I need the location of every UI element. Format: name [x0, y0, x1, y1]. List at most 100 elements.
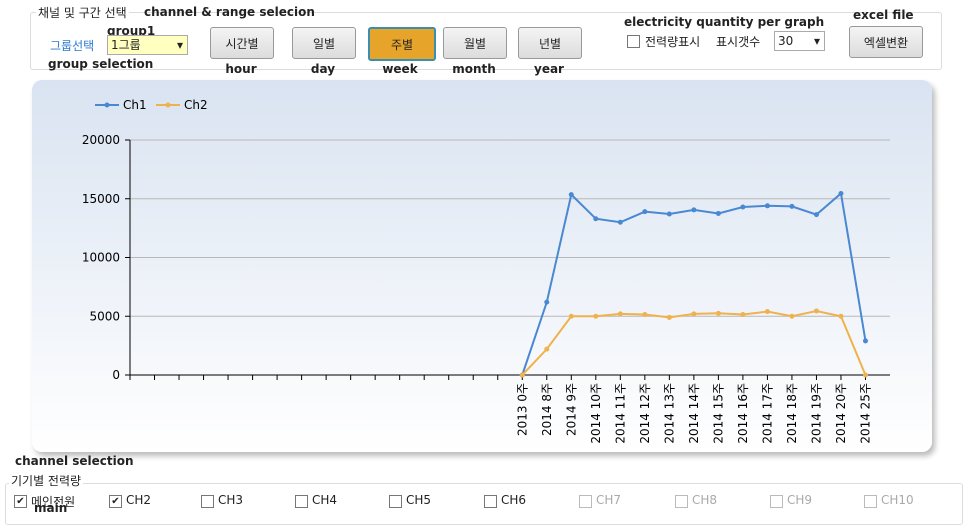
legend-label: Ch2: [184, 98, 208, 112]
checkbox-label: CH3: [218, 493, 244, 507]
point: [838, 190, 844, 196]
note: group selection: [48, 57, 154, 71]
checkbox-label: CH9: [787, 493, 813, 507]
x-tick-label: 2014 16주: [736, 383, 750, 444]
point: [617, 311, 623, 317]
point: [764, 203, 770, 209]
x-tick-label: 2013 0주: [515, 383, 529, 436]
x-tick-label: 2014 8주: [540, 383, 554, 436]
x-tick-label: 2014 20주: [834, 383, 848, 444]
checkbox[interactable]: [295, 495, 308, 508]
checkbox-label: CH8: [692, 493, 718, 507]
checkbox-label: CH10: [881, 493, 914, 507]
note: month: [452, 62, 496, 76]
chart-panel: 0 5000 10000 15000 20000 2013 0주 2014 8주 2014 9…: [32, 80, 932, 452]
point: [715, 310, 721, 316]
checkbox-label: CH6: [501, 493, 527, 507]
point: [789, 313, 795, 319]
legend-label: Ch1: [123, 98, 147, 112]
note: day: [310, 62, 336, 76]
point: [715, 210, 721, 216]
checkbox[interactable]: [484, 495, 497, 508]
point: [642, 311, 648, 317]
x-tick-label: 2014 19주: [809, 383, 823, 444]
point: [519, 372, 525, 378]
y-tick-label: 5000: [89, 309, 120, 323]
point: [593, 216, 599, 222]
x-tick-label: 2014 18주: [785, 383, 799, 444]
note: excel file: [853, 8, 914, 22]
checkbox-label: CH4: [312, 493, 338, 507]
series-line: [521, 309, 867, 376]
range-box: [30, 12, 942, 70]
checkbox-label: CH5: [406, 493, 432, 507]
checkbox: [864, 495, 877, 508]
x-tick-label: 2014 13주: [662, 383, 676, 444]
range-button[interactable]: 일별: [292, 27, 356, 59]
checkbox[interactable]: [201, 495, 214, 508]
checkbox-label: 전력량표시: [645, 35, 701, 49]
point: [813, 308, 819, 314]
checkbox-label: CH7: [596, 493, 622, 507]
note: channel selection: [15, 454, 134, 468]
checkbox-label: CH2: [126, 493, 152, 507]
y-tick-label: 20000: [82, 133, 120, 147]
checkbox-label: 메인전원: [31, 495, 76, 509]
count-label: 표시갯수: [716, 35, 761, 49]
range-button[interactable]: 시간별: [210, 27, 274, 59]
y-tick-label: 15000: [82, 192, 120, 206]
note: electricity quantity per graph: [624, 15, 825, 29]
y-tick-label: 0: [112, 368, 120, 382]
checkbox[interactable]: [627, 35, 640, 48]
checkbox[interactable]: ✔: [14, 495, 27, 508]
point: [617, 219, 623, 225]
point: [764, 309, 770, 315]
point: [862, 338, 868, 344]
note: week: [382, 62, 418, 76]
point: [544, 299, 550, 305]
x-tick-label: 2014 10주: [589, 383, 603, 444]
checkbox: [579, 495, 592, 508]
range-box-title: 채널 및 구간 선택: [36, 4, 129, 21]
checkbox: [675, 495, 688, 508]
note: year: [534, 62, 564, 76]
x-tick-label: 2014 17주: [760, 383, 774, 444]
note: main: [34, 501, 68, 515]
point: [593, 313, 599, 319]
range-button[interactable]: 년별: [518, 27, 582, 59]
series-line: [521, 191, 867, 376]
point: [568, 313, 574, 319]
point: [544, 346, 550, 352]
excel-button[interactable]: 엑셀변환: [849, 26, 923, 58]
checkbox[interactable]: ✔: [109, 495, 122, 508]
x-tick-label: 2014 9주: [564, 383, 578, 436]
point: [838, 313, 844, 319]
note: hour: [225, 62, 257, 76]
point: [666, 314, 672, 320]
point: [740, 311, 746, 317]
count-dropdown[interactable]: 30: [774, 31, 825, 51]
point: [568, 192, 574, 198]
point: [862, 372, 868, 378]
x-tick-label: 2014 12주: [638, 383, 652, 444]
x-tick-label: 2014 25주: [858, 383, 872, 444]
point: [740, 204, 746, 210]
group-label: 그룹선택: [50, 39, 95, 53]
x-tick-label: 2014 11주: [613, 383, 627, 444]
range-button[interactable]: 주별: [368, 27, 436, 61]
checkbox: [770, 495, 783, 508]
point: [642, 209, 648, 215]
point: [691, 311, 697, 317]
chart: 0 5000 10000 15000 20000 2013 0주 2014 8주 2014 9…: [82, 98, 890, 444]
y-tick-label: 10000: [82, 251, 120, 265]
note: channel & range selecion: [144, 5, 315, 19]
group-dropdown[interactable]: 1그룹: [107, 35, 188, 55]
legend-swatch: [165, 102, 171, 108]
range-button[interactable]: 월별: [443, 27, 507, 59]
channels-box-title: 기기별 전력량: [9, 472, 84, 489]
legend-swatch: [104, 102, 110, 108]
point: [666, 211, 672, 217]
checkbox[interactable]: [389, 495, 402, 508]
x-tick-label: 2014 14주: [687, 383, 701, 444]
